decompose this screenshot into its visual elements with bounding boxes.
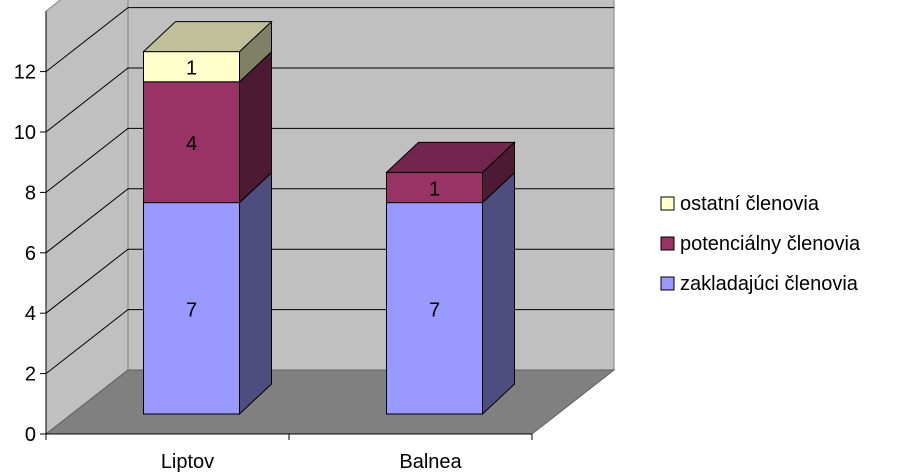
y-tick-label: 8	[25, 182, 36, 204]
legend-item: ostatní členovia	[660, 193, 820, 215]
y-tick-label: 4	[25, 303, 36, 325]
x-axis-category-labels: Liptov Balnea	[161, 451, 463, 472]
gridline	[45, 67, 614, 133]
legend-label: potenciálny členovia	[680, 233, 861, 255]
bar-segment: 1	[385, 141, 516, 204]
legend: ostatní členovia potenciálny členovia zakl…	[660, 193, 861, 295]
bar-front	[143, 202, 240, 415]
x-category-label: Liptov	[161, 451, 214, 472]
legend-item: potenciálny členovia	[660, 233, 861, 255]
y-axis-ticks: 0 2 4 6 8 10 12	[14, 62, 46, 446]
data-label: 1	[186, 58, 197, 80]
axes	[45, 11, 533, 440]
bar-top	[385, 141, 516, 173]
y-tick-label: 10	[14, 122, 36, 144]
bar-segment: 1	[142, 20, 273, 83]
y-tick-label: 6	[25, 243, 36, 265]
bar-segment: 7	[386, 171, 515, 416]
y-tick-label: 12	[14, 62, 36, 84]
bar-front	[143, 81, 240, 204]
floor	[44, 369, 616, 435]
data-label: 7	[186, 299, 197, 321]
bars: 7 4 1 7 1	[142, 20, 516, 416]
y-tick-label: 0	[25, 424, 36, 446]
legend-label: zakladajúci členovia	[680, 273, 859, 295]
legend-label: ostatní členovia	[680, 193, 820, 215]
bar-top	[142, 21, 273, 53]
y-tick-label: 2	[25, 364, 36, 386]
bar-side	[482, 171, 515, 416]
legend-swatch	[660, 236, 675, 251]
legend-item: zakladajúci členovia	[660, 273, 859, 295]
data-label: 4	[186, 133, 197, 155]
data-label: 7	[429, 299, 440, 321]
gridline	[45, 7, 614, 72]
x-category-label: Balnea	[399, 451, 462, 472]
data-label: 1	[429, 179, 440, 201]
bar-segment: 7	[143, 171, 272, 416]
gridline	[45, 127, 614, 193]
chart-walls	[44, 0, 616, 436]
bar-side	[239, 171, 272, 416]
side-wall	[45, 0, 129, 436]
bar-front	[386, 171, 483, 204]
legend-swatch	[660, 196, 675, 211]
legend-swatch	[660, 276, 675, 291]
bar-front	[386, 202, 483, 415]
bar-segment: 4	[143, 50, 272, 204]
